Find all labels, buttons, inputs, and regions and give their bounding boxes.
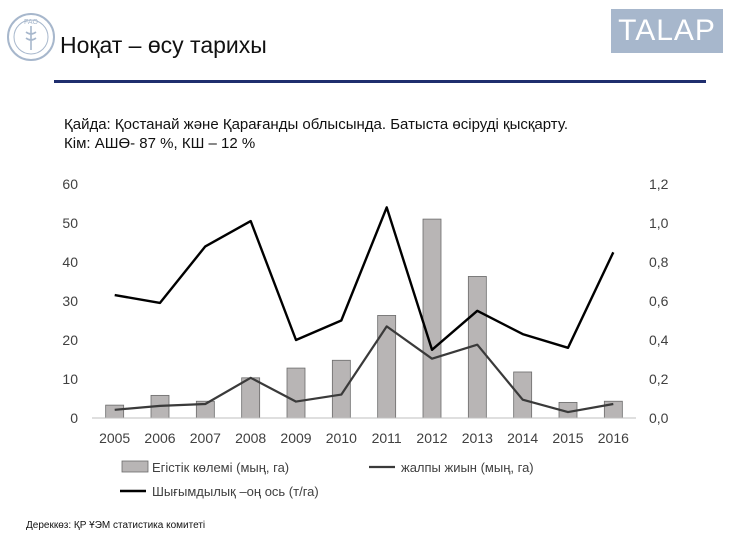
bar [286, 367, 306, 419]
series-line-1 [114, 325, 614, 414]
x-tick-label: 2008 [235, 430, 266, 446]
legend-label: Шығымдылық –оң ось (т/га) [152, 484, 319, 499]
y-right-tick-label: 0,8 [649, 254, 669, 270]
legend-swatch [121, 460, 149, 473]
bar [105, 404, 125, 419]
legend: Егістік көлемі (мың, га) жалпы жиын (мың,… [120, 460, 534, 499]
y-right-tick-label: 1,0 [649, 215, 669, 231]
x-tick-label: 2012 [416, 430, 447, 446]
y-left-tick-label: 30 [62, 293, 78, 309]
x-tick-label: 2013 [462, 430, 493, 446]
info-where: Қайда: Қостанай және Қарағанды облысында… [64, 116, 568, 133]
bar [513, 371, 533, 419]
y-right-tick-label: 0,6 [649, 293, 669, 309]
info-who: Кім: АШӨ- 87 %, КШ – 12 % [64, 135, 256, 152]
x-tick-label: 2005 [99, 430, 130, 446]
source-note: Дереккөз: ҚР ҰЭМ статистика комитеті [26, 520, 206, 531]
y-left-tick-label: 60 [62, 176, 78, 192]
x-tick-label: 2010 [326, 430, 357, 446]
x-axis: 2005 2006 2007 2008 2009 2010 2011 2012 2013 2014… [99, 430, 629, 446]
x-tick-label: 2015 [552, 430, 583, 446]
y-left-tick-label: 40 [62, 254, 78, 270]
legend-label: Егістік көлемі (мың, га) [152, 460, 289, 475]
x-tick-label: 2014 [507, 430, 538, 446]
x-tick-label: 2009 [280, 430, 311, 446]
line-series [114, 206, 615, 414]
bar-series [105, 218, 623, 419]
y-right-tick-label: 0,2 [649, 371, 669, 387]
fao-logo-text: FAO [24, 19, 39, 26]
series-line-2 [114, 206, 615, 351]
y-right-tick-label: 0,4 [649, 332, 669, 348]
y-right-tick-label: 1,2 [649, 176, 669, 192]
header-divider [54, 80, 706, 83]
y-left-axis: 0 10 20 30 40 50 60 [62, 176, 78, 426]
y-right-tick-label: 0,0 [649, 410, 669, 426]
bar [603, 400, 623, 419]
y-left-tick-label: 20 [62, 332, 78, 348]
bar [331, 359, 351, 419]
y-left-tick-label: 10 [62, 371, 78, 387]
x-tick-label: 2016 [598, 430, 629, 446]
bar [241, 377, 261, 419]
fao-logo: FAO [7, 13, 55, 61]
x-tick-label: 2007 [190, 430, 221, 446]
x-tick-label: 2006 [144, 430, 175, 446]
page-title: Ноқат – өсу тарихы [60, 32, 267, 58]
y-left-tick-label: 50 [62, 215, 78, 231]
legend-label: жалпы жиын (мың, га) [401, 460, 534, 475]
y-right-axis: 0,0 0,2 0,4 0,6 0,8 1,0 1,2 [649, 176, 669, 426]
bar [422, 218, 442, 419]
y-left-tick-label: 0 [70, 410, 78, 426]
brand-badge: TALAP [611, 9, 723, 53]
x-tick-label: 2011 [372, 430, 402, 446]
